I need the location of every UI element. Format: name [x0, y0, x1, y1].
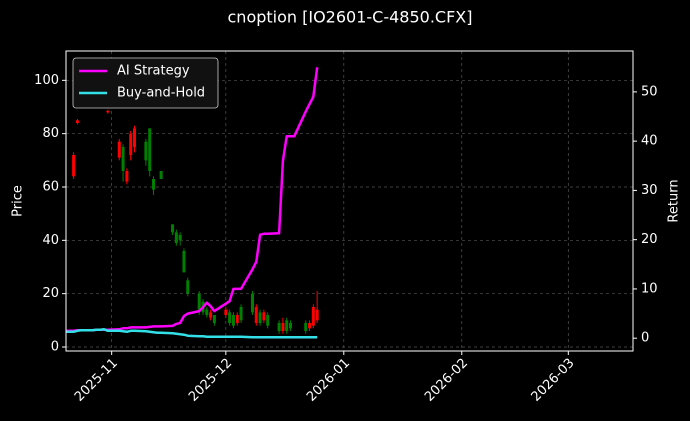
- y2-tick-label: 10: [641, 281, 658, 296]
- candle-body: [239, 307, 243, 321]
- candle-body: [262, 312, 266, 321]
- candle-body: [308, 323, 312, 329]
- y-axis-label: Price: [11, 185, 26, 217]
- candle-body: [254, 307, 258, 323]
- candle-body: [281, 323, 285, 331]
- legend-label: AI Strategy: [117, 64, 190, 79]
- y-tick-label: 20: [42, 286, 59, 301]
- candle-body: [72, 155, 76, 177]
- y2-axis-label: Return: [667, 179, 682, 222]
- candle-body: [250, 293, 254, 313]
- candle-body: [231, 315, 235, 326]
- y2-tick-label: 0: [641, 331, 649, 346]
- y-tick-label: 0: [51, 340, 59, 355]
- legend: AI Strategy Buy-and-Hold: [72, 57, 219, 109]
- candle-body: [182, 251, 186, 273]
- candle-body: [315, 309, 319, 321]
- candle-body: [224, 309, 228, 315]
- y-tick-label: 80: [42, 126, 59, 141]
- y-tick-label: 60: [42, 180, 59, 195]
- chart-title: cnoption [IO2601-C-4850.CFX]: [228, 8, 473, 27]
- candle-body: [152, 179, 156, 190]
- candle-body: [159, 171, 163, 179]
- series-line: [66, 328, 318, 339]
- candle-body: [121, 147, 125, 171]
- candle-body: [205, 309, 209, 315]
- y-tick-label: 40: [42, 233, 59, 248]
- candle-body: [266, 315, 270, 326]
- candle-body: [304, 323, 308, 331]
- candle-body: [228, 312, 232, 323]
- y-tick-label: 100: [34, 73, 59, 88]
- candle-body: [132, 128, 136, 147]
- candle-body: [75, 120, 79, 123]
- candle-body: [174, 232, 178, 243]
- candle-body: [311, 307, 315, 326]
- candle-body: [117, 141, 121, 158]
- y2-tick-label: 50: [641, 84, 658, 99]
- candle-body: [178, 235, 182, 241]
- candle-body: [209, 312, 213, 318]
- candle-body: [125, 171, 129, 182]
- legend-box: [72, 57, 219, 109]
- candle-body: [129, 133, 133, 155]
- plot-frame: [65, 50, 634, 352]
- candle-body: [212, 315, 216, 323]
- candle-body: [171, 224, 175, 233]
- candle-body: [106, 111, 110, 113]
- candle-body: [285, 320, 289, 331]
- y2-tick-label: 30: [641, 183, 658, 198]
- y2-tick-label: 40: [641, 134, 658, 149]
- candle-body: [258, 312, 262, 323]
- candle-body: [235, 315, 239, 323]
- candle-body: [186, 280, 190, 294]
- y2-tick-label: 20: [641, 232, 658, 247]
- candle-body: [277, 323, 281, 331]
- candle-body: [289, 323, 293, 329]
- legend-label: Buy-and-Hold: [117, 86, 205, 101]
- candle-body: [148, 128, 152, 171]
- candle-body: [144, 141, 148, 161]
- candle-body: [197, 293, 201, 310]
